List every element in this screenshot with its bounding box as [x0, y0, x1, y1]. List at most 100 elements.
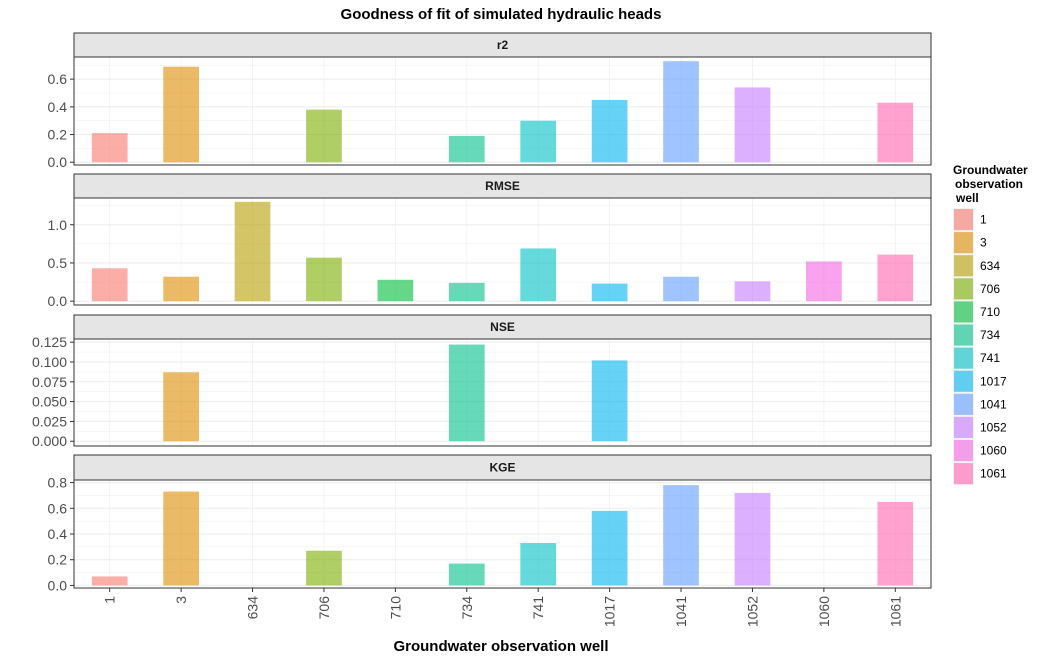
y-tick-label: 0.4 [48, 99, 68, 115]
panel-kge: KGE 0.0 0.2 0.4 0.6 0.8 [48, 454, 932, 593]
bar-r2-741 [520, 120, 557, 163]
panel-border [73, 338, 932, 447]
y-tick-label: 0.100 [32, 354, 67, 370]
x-tick-label: 1 [102, 596, 118, 604]
bar-r2-1017 [591, 99, 628, 163]
legend-item-1060: 1060 [953, 439, 1007, 463]
bar-rmse-634 [234, 201, 271, 302]
bar-rmse-710 [377, 279, 414, 302]
panel-strip [73, 314, 932, 340]
panel-strip-label: r2 [497, 38, 509, 52]
bar-r2-734 [448, 135, 485, 163]
y-tick-label: 0.6 [48, 71, 68, 87]
x-tick-label: 1060 [816, 596, 832, 627]
legend-item-706: 706 [953, 277, 1000, 301]
panel-rmse: RMSE 0.0 0.5 1.0 [48, 173, 932, 309]
legend-title-line: Groundwater [953, 163, 1028, 177]
x-tick-label: 734 [459, 596, 475, 620]
legend-label: 1 [980, 213, 987, 227]
y-tick-label: 0.6 [48, 500, 68, 516]
legend-swatch [954, 255, 973, 277]
panel-strip [73, 32, 932, 58]
bar-r2-3 [163, 66, 199, 163]
legend-item-1017: 1017 [953, 369, 1007, 393]
x-tick-label: 1017 [602, 596, 618, 627]
y-tick-label: 0.0 [48, 577, 68, 593]
x-tick-label: 741 [530, 596, 546, 620]
legend-item-1061: 1061 [953, 462, 1007, 486]
legend-swatch [954, 440, 973, 462]
bar-rmse-741 [520, 248, 557, 302]
y-tick-label: 0.000 [32, 433, 67, 449]
legend-item-1041: 1041 [953, 392, 1007, 416]
legend-swatch [954, 324, 973, 346]
panel-nse: NSE 0.000 0.025 0.050 0.075 0.100 0.125 [32, 314, 932, 449]
legend-label: 3 [980, 236, 987, 250]
bar-kge-706 [306, 550, 342, 586]
y-tick-label: 0.5 [48, 255, 68, 271]
legend-label: 1060 [980, 444, 1007, 458]
legend-swatch [954, 209, 973, 231]
bar-rmse-1052 [734, 281, 771, 302]
x-tick-label: 706 [316, 596, 332, 620]
y-tick-label: 0.0 [48, 154, 68, 170]
legend-swatch [954, 393, 973, 415]
legend-label: 734 [980, 328, 1000, 342]
legend-title-line: well [955, 191, 979, 205]
x-axis-title: Groundwater observation well [393, 638, 608, 655]
x-tick-label: 1061 [887, 596, 903, 627]
legend-swatch [954, 416, 973, 438]
legend-swatch [954, 278, 973, 300]
y-tick-label: 0.050 [32, 394, 67, 410]
panel-r2: r2 0.0 0.2 0.4 0.6 [48, 32, 932, 170]
bar-rmse-1 [91, 268, 128, 302]
panel-strip-label: RMSE [485, 179, 520, 193]
y-tick-label: 0.0 [48, 293, 68, 309]
legend-swatch [954, 370, 973, 392]
legend-label: 1041 [980, 397, 1007, 411]
bar-r2-706 [306, 109, 342, 163]
y-tick-label: 1.0 [48, 217, 68, 233]
x-tick-label: 710 [387, 596, 403, 620]
y-tick-label: 0.025 [32, 413, 67, 429]
legend-swatch [954, 232, 973, 254]
bar-rmse-3 [163, 276, 199, 302]
y-tick-label: 0.4 [48, 526, 68, 542]
bar-kge-3 [163, 491, 199, 586]
y-tick-label: 0.2 [48, 552, 68, 568]
bar-nse-1017 [591, 360, 628, 442]
legend-item-634: 634 [953, 254, 1000, 278]
legend-item-1: 1 [953, 208, 987, 232]
legend-swatch [954, 301, 973, 323]
x-axis: 1 3 634 706 710 734 741 1017 1041 1052 1060 1061 [102, 588, 903, 627]
bar-rmse-1060 [806, 261, 842, 302]
legend-item-734: 734 [953, 323, 1000, 347]
panel-border [73, 56, 932, 166]
chart-panels: r2 0.0 0.2 0.4 0.6 RMSE 0.0 0.5 1.0 NSE 0.000 0.025… [32, 32, 932, 593]
x-tick-label: 634 [245, 596, 261, 620]
y-tick-label: 0.2 [48, 127, 68, 143]
bar-kge-1041 [663, 485, 699, 586]
legend-swatch [954, 347, 973, 369]
bar-kge-734 [448, 563, 485, 586]
x-tick-label: 3 [173, 596, 189, 604]
y-tick-label: 0.125 [32, 334, 67, 350]
x-tick-label: 1052 [744, 596, 760, 627]
panel-strip-label: KGE [489, 461, 515, 475]
legend-label: 1017 [980, 374, 1007, 388]
bar-rmse-1061 [877, 254, 914, 302]
panel-strip [73, 454, 932, 481]
legend-label: 1052 [980, 420, 1007, 434]
bar-kge-741 [520, 543, 557, 586]
x-tick-label: 1041 [673, 596, 689, 627]
bar-r2-1061 [877, 102, 914, 163]
bar-rmse-706 [306, 257, 342, 302]
bar-kge-1017 [591, 510, 628, 586]
bar-rmse-734 [448, 282, 485, 302]
legend-item-3: 3 [953, 231, 987, 255]
legend-label: 706 [980, 282, 1000, 296]
legend-label: 741 [980, 351, 1000, 365]
chart-title: Goodness of fit of simulated hydraulic h… [341, 6, 662, 23]
panel-strip-label: NSE [490, 320, 515, 334]
